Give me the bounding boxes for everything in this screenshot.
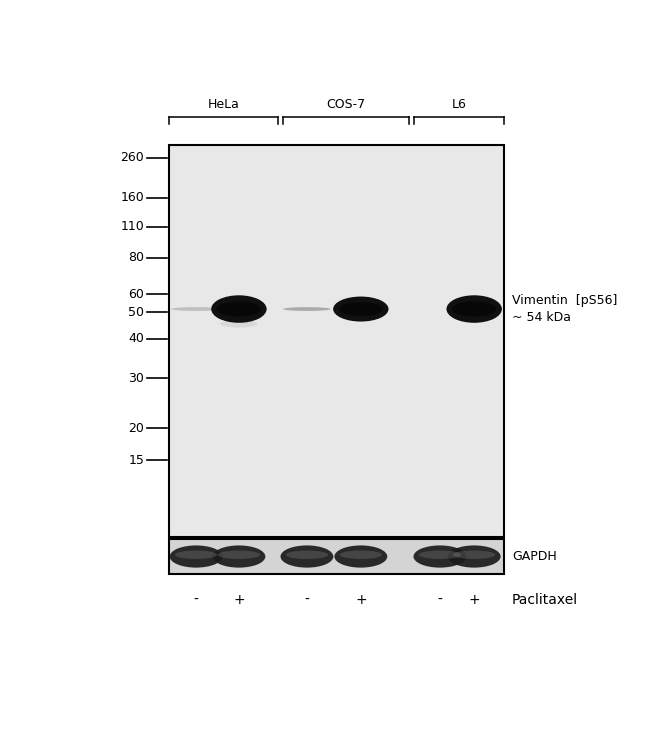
Text: GAPDH: GAPDH <box>512 550 556 563</box>
Text: 80: 80 <box>128 252 144 264</box>
Text: 50: 50 <box>128 306 144 319</box>
Ellipse shape <box>175 551 217 559</box>
Ellipse shape <box>334 545 387 568</box>
Text: 15: 15 <box>128 454 144 466</box>
Ellipse shape <box>452 302 497 317</box>
Text: 40: 40 <box>128 332 144 345</box>
Text: -: - <box>194 593 198 607</box>
Text: 110: 110 <box>120 220 144 233</box>
Text: +: + <box>233 593 245 607</box>
Text: -: - <box>437 593 443 607</box>
Ellipse shape <box>453 551 495 559</box>
Bar <box>170 539 504 574</box>
Ellipse shape <box>333 297 389 322</box>
Ellipse shape <box>213 545 265 568</box>
Text: ~ 54 kDa: ~ 54 kDa <box>512 311 571 324</box>
Text: 160: 160 <box>120 191 144 204</box>
Text: COS-7: COS-7 <box>326 98 365 111</box>
Text: HeLa: HeLa <box>207 98 239 111</box>
Ellipse shape <box>211 295 266 323</box>
Ellipse shape <box>448 545 500 568</box>
Text: 20: 20 <box>128 422 144 435</box>
Ellipse shape <box>220 320 258 328</box>
Text: +: + <box>355 593 367 607</box>
Ellipse shape <box>340 551 382 559</box>
Ellipse shape <box>216 302 261 317</box>
Ellipse shape <box>447 295 502 323</box>
Text: +: + <box>469 593 480 607</box>
Ellipse shape <box>413 545 466 568</box>
Ellipse shape <box>419 551 461 559</box>
Ellipse shape <box>283 307 331 311</box>
Ellipse shape <box>171 307 221 311</box>
Ellipse shape <box>218 551 260 559</box>
Text: 260: 260 <box>120 151 144 165</box>
Text: L6: L6 <box>452 98 467 111</box>
Ellipse shape <box>170 545 222 568</box>
Text: -: - <box>304 593 309 607</box>
Text: 60: 60 <box>128 288 144 301</box>
Ellipse shape <box>281 545 333 568</box>
Text: 30: 30 <box>128 372 144 385</box>
Text: Paclitaxel: Paclitaxel <box>512 593 578 607</box>
Text: Vimentin  [pS56]: Vimentin [pS56] <box>512 294 618 307</box>
Bar <box>170 145 504 537</box>
Ellipse shape <box>286 551 328 559</box>
Ellipse shape <box>339 302 383 316</box>
